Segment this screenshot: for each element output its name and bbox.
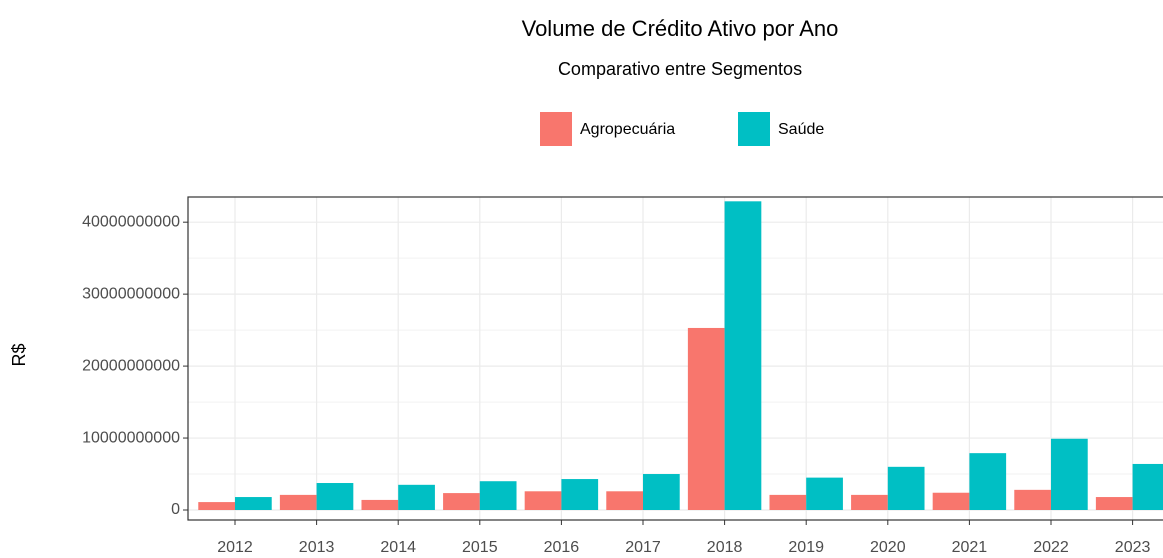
x-tick-label: 2023: [1115, 539, 1151, 556]
x-tick-label: 2017: [625, 539, 661, 556]
bar: [769, 494, 807, 510]
bar: [398, 484, 435, 510]
y-axis-label: R$: [9, 343, 29, 366]
x-tick-label: 2022: [1033, 539, 1069, 556]
bar: [932, 492, 970, 510]
y-tick-label: 40000000000: [82, 213, 180, 230]
panel-border: [187, 196, 1163, 521]
panel: [188, 197, 1163, 520]
bar: [887, 466, 925, 510]
bar: [643, 474, 680, 510]
bar: [198, 502, 235, 510]
legend-label: Agropecuária: [580, 121, 675, 138]
bar: [279, 494, 317, 510]
x-tick-label: 2018: [707, 539, 743, 556]
bar: [687, 327, 725, 510]
x-tick-label: 2012: [217, 539, 253, 556]
bar: [1014, 489, 1051, 510]
chart-title: Volume de Crédito Ativo por Ano: [522, 16, 839, 41]
x-tick-label: 2019: [788, 539, 824, 556]
x-tick-label: 2013: [299, 539, 335, 556]
bar: [361, 499, 399, 510]
bar: [1051, 438, 1088, 510]
bar: [561, 479, 599, 510]
x-tick-label: 2015: [462, 539, 498, 556]
y-tick-label: 30000000000: [82, 285, 180, 302]
y-tick-label: 20000000000: [82, 357, 180, 374]
bar: [235, 497, 272, 510]
bar: [316, 483, 354, 510]
bar: [1132, 463, 1163, 510]
bar: [806, 477, 843, 510]
legend-swatch: [540, 112, 572, 146]
y-tick-label: 10000000000: [82, 429, 180, 446]
bar: [443, 493, 480, 510]
x-tick-label: 2014: [380, 539, 416, 556]
x-tick-label: 2020: [870, 539, 906, 556]
bar: [1095, 497, 1133, 510]
x-tick-label: 2021: [952, 539, 988, 556]
legend-swatch: [738, 112, 770, 146]
bar: [606, 491, 643, 510]
bar: [969, 453, 1007, 510]
bar: [851, 494, 888, 510]
legend-label: Saúde: [778, 121, 824, 138]
bar: [724, 201, 762, 510]
bar: [524, 491, 562, 510]
chart-subtitle: Comparativo entre Segmentos: [558, 59, 802, 79]
bar: [479, 481, 517, 510]
x-tick-label: 2016: [544, 539, 580, 556]
y-tick-label: 0: [171, 501, 180, 518]
